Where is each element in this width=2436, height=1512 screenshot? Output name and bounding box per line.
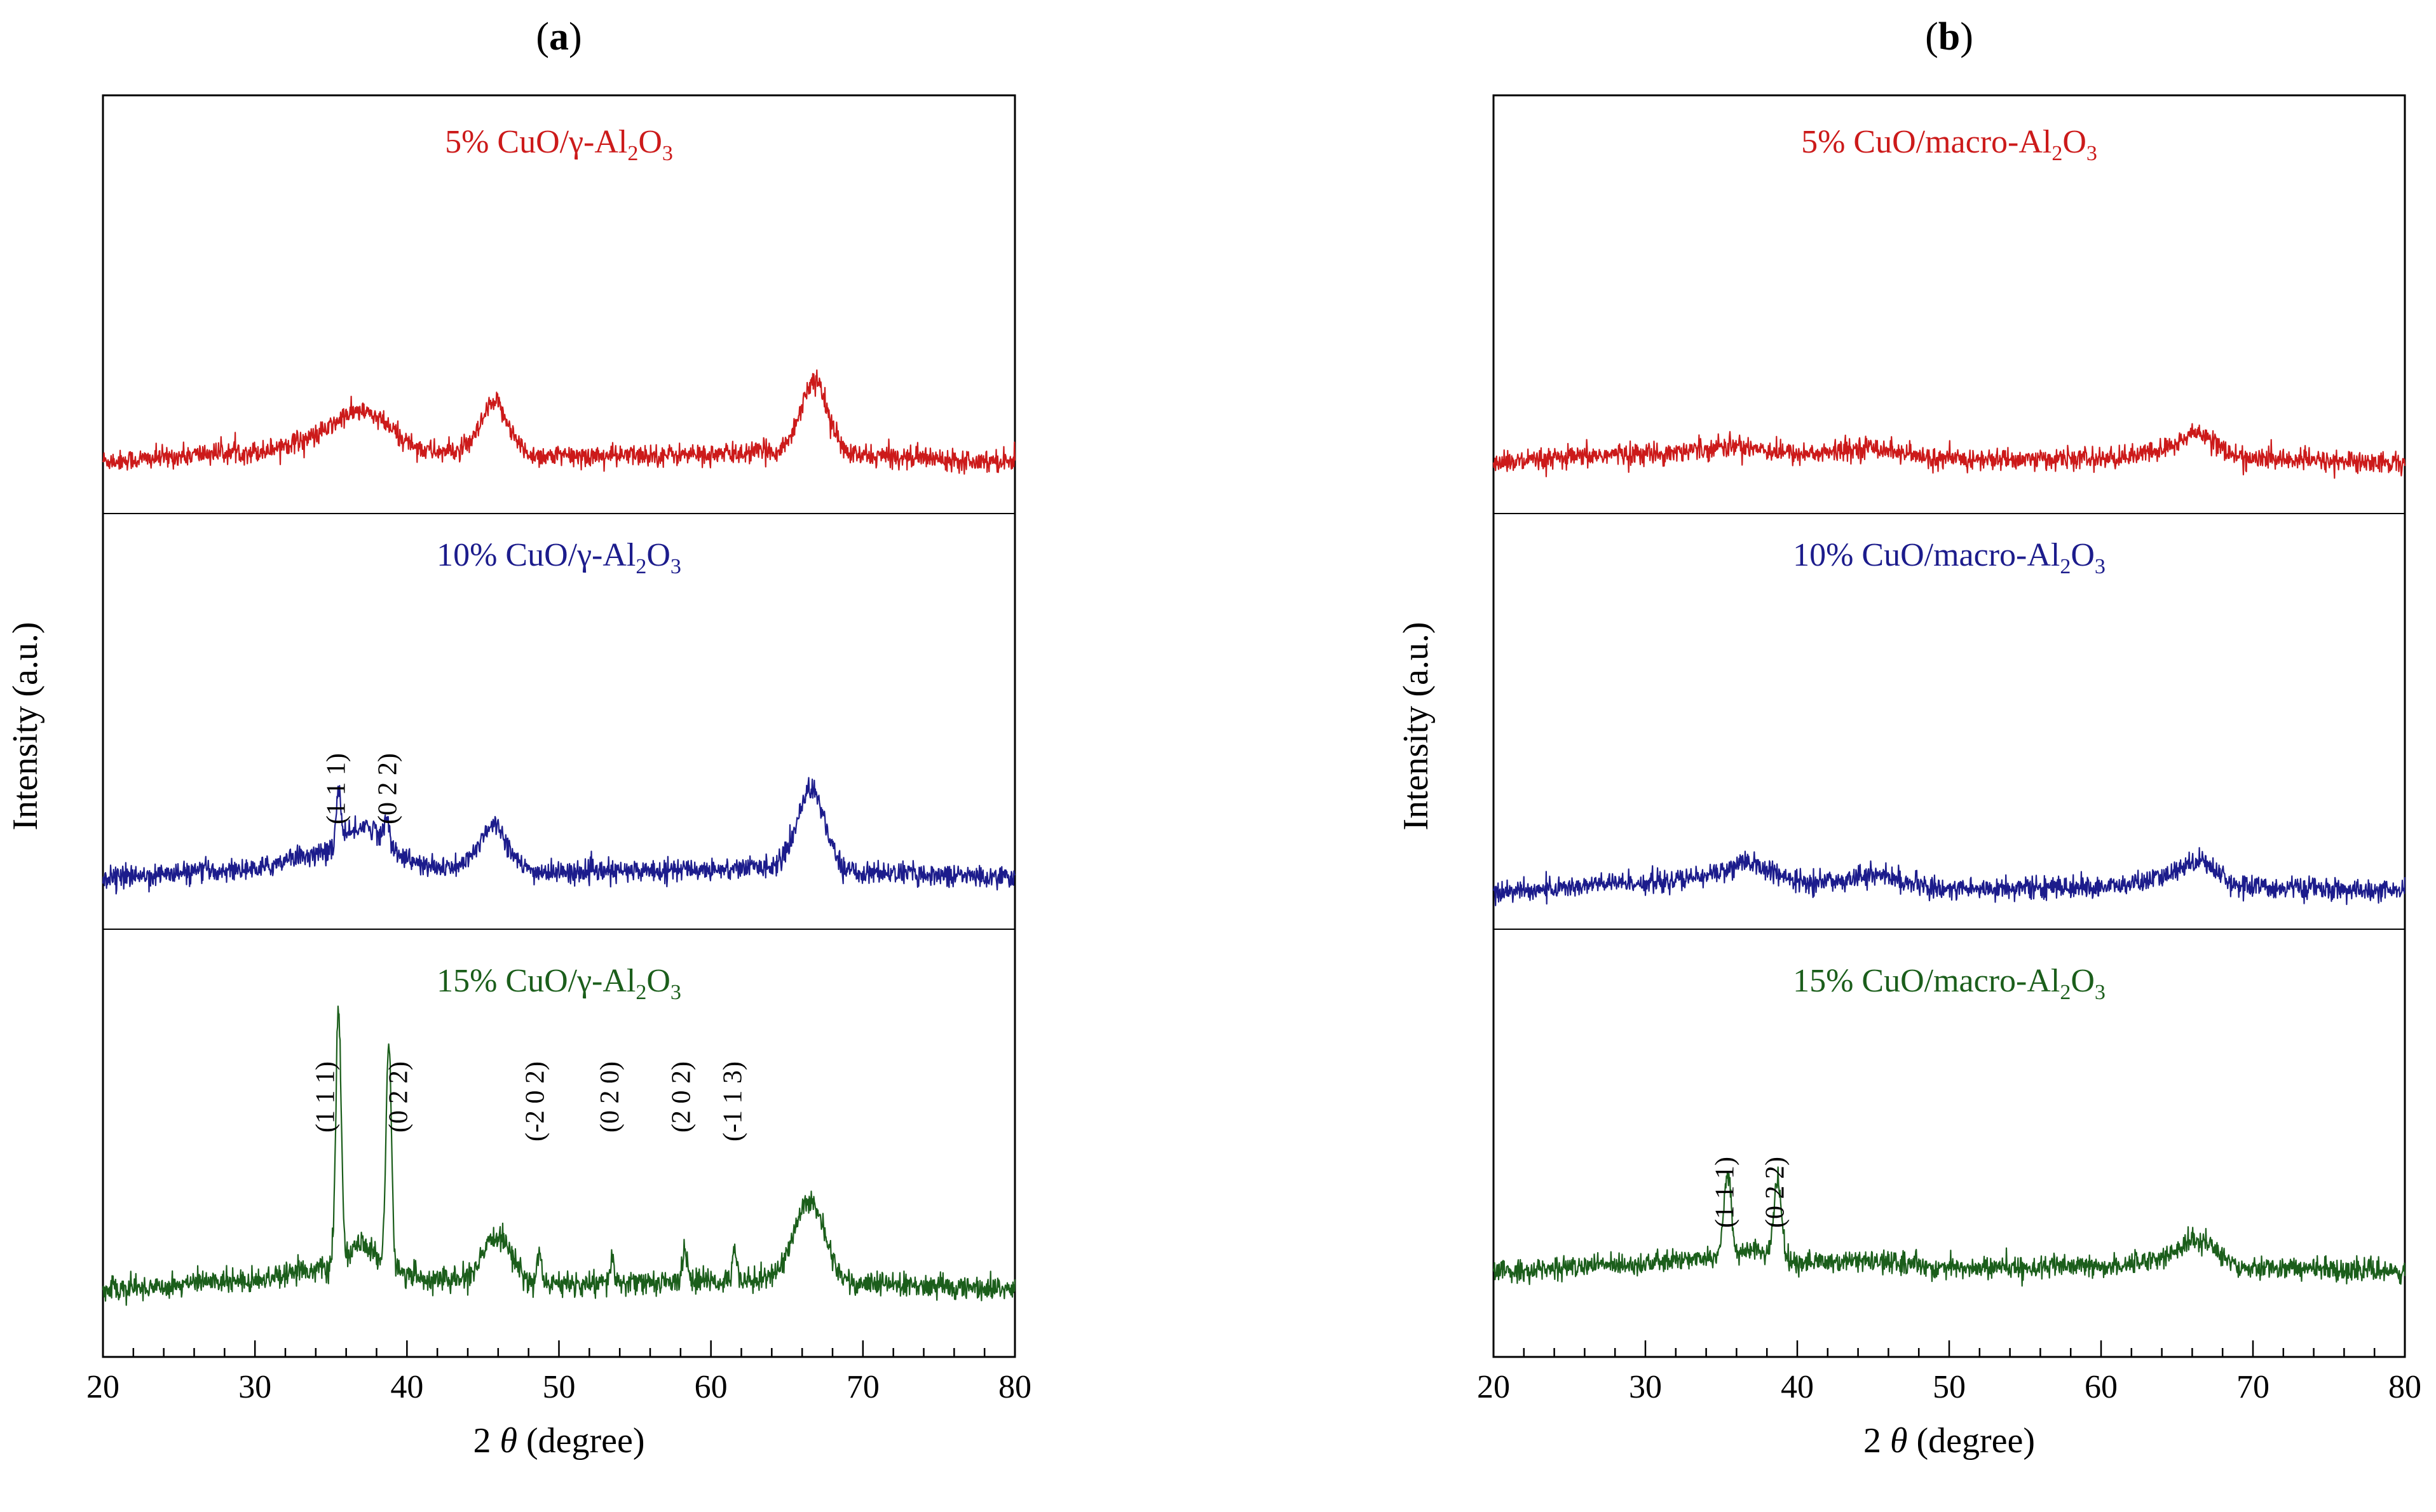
x-axis-label: 2 θ (degree) <box>1863 1421 2035 1461</box>
miller-index-label: (0 2 2) <box>374 753 403 824</box>
miller-index-label: (-1 1 3) <box>719 1061 748 1141</box>
x-tick-label: 80 <box>2388 1369 2421 1405</box>
panel-label: (a) <box>536 15 582 58</box>
series-2: 10% CuO/γ-Al2O3 (1 1 1) (0 2 2) <box>102 537 1016 895</box>
y-axis-label: Intensity (a.u.) <box>6 622 45 830</box>
series-1: 5% CuO/γ-Al2O3 <box>102 124 1016 475</box>
series-line <box>1492 1166 2406 1287</box>
x-tick-label: 20 <box>1477 1369 1510 1405</box>
series-2: 10% CuO/macro-Al2O3 <box>1492 537 2406 906</box>
miller-index-label: (0 2 2) <box>1761 1157 1790 1228</box>
miller-index-label: (0 2 0) <box>595 1061 625 1133</box>
series-line <box>1492 423 2406 479</box>
series-line <box>1492 847 2406 906</box>
miller-index-label: (-2 0 2) <box>521 1061 550 1141</box>
panel-label: (b) <box>1925 15 1973 58</box>
miller-index-label: (0 2 2) <box>384 1061 413 1133</box>
miller-index-label: (2 0 2) <box>667 1061 696 1133</box>
series-label: 5% CuO/macro-Al2O3 <box>1801 124 2097 165</box>
series-line <box>102 369 1016 475</box>
x-tick-label: 60 <box>2085 1369 2118 1405</box>
series-line <box>102 777 1016 895</box>
x-tick-label: 70 <box>847 1369 880 1405</box>
series-1: 5% CuO/macro-Al2O3 <box>1492 124 2406 479</box>
x-tick-label: 80 <box>998 1369 1031 1405</box>
x-tick-label: 60 <box>695 1369 728 1405</box>
miller-index-label: (1 1 1) <box>311 1061 341 1133</box>
plot-frame <box>102 94 1016 1358</box>
y-axis-label: Intensity (a.u.) <box>1396 622 1436 830</box>
x-tick-label: 40 <box>1781 1369 1814 1405</box>
x-tick-label: 70 <box>2236 1369 2269 1405</box>
series-label: 15% CuO/macro-Al2O3 <box>1793 963 2106 1004</box>
series-label: 10% CuO/macro-Al2O3 <box>1793 537 2106 578</box>
x-tick-label: 20 <box>86 1369 119 1405</box>
plot-frame <box>1492 94 2406 1358</box>
x-axis-label: 2 θ (degree) <box>473 1421 644 1461</box>
x-tick-label: 50 <box>543 1369 576 1405</box>
x-tick-label: 40 <box>390 1369 423 1405</box>
series-3: 15% CuO/γ-Al2O3 (1 1 1) (0 2 2) (-2 0 2) (0 … <box>102 963 1016 1306</box>
miller-index-label: (1 1 1) <box>322 753 351 824</box>
panel-b: (b) 20 30 40 50 60 70 80 2 θ (degree) Intensity (… <box>1396 15 2421 1461</box>
x-tick-label: 30 <box>238 1369 271 1405</box>
series-3: 15% CuO/macro-Al2O3 (1 1 1) (0 2 2) <box>1492 963 2406 1287</box>
panel-a: (a) 20 30 40 50 60 70 80 2 θ (degree) Intensity (… <box>6 15 1031 1461</box>
series-line <box>102 1005 1016 1306</box>
series-label: 5% CuO/γ-Al2O3 <box>445 124 673 165</box>
series-label: 10% CuO/γ-Al2O3 <box>437 537 681 578</box>
series-label: 15% CuO/γ-Al2O3 <box>437 963 681 1004</box>
x-tick-label: 50 <box>1933 1369 1966 1405</box>
miller-index-label: (1 1 1) <box>1711 1157 1740 1228</box>
x-tick-label: 30 <box>1629 1369 1662 1405</box>
